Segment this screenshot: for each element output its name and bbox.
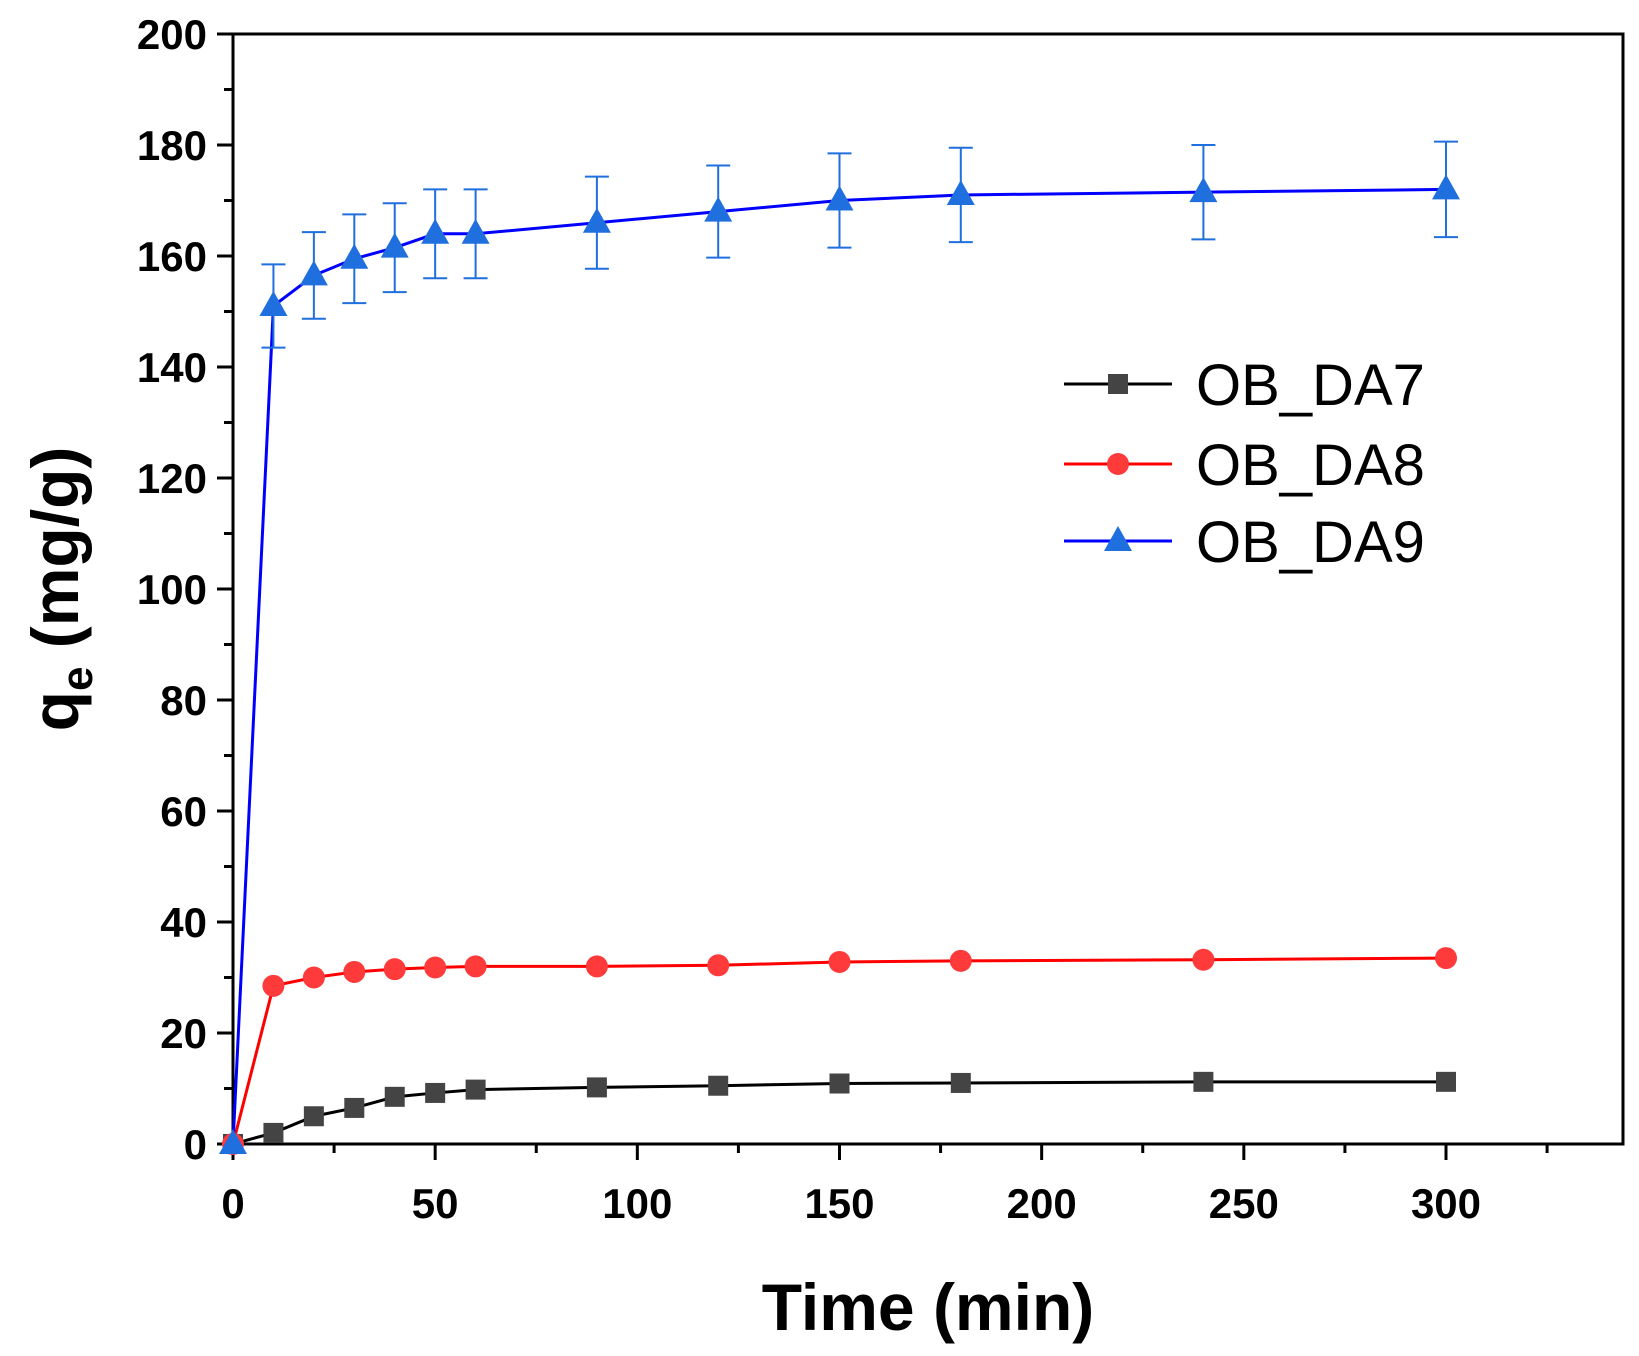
series-OB_DA8 (222, 947, 1457, 1155)
data-point (383, 958, 406, 981)
data-point (465, 1079, 486, 1100)
data-point (946, 179, 975, 205)
data-point (708, 1075, 729, 1096)
legend-item-OB_DA9: OB_DA9 (1064, 510, 1425, 575)
data-point (707, 954, 730, 977)
data-point (302, 966, 325, 989)
y-tick-label: 180 (137, 122, 207, 169)
y-tick-label: 200 (137, 11, 207, 58)
data-point (1192, 948, 1215, 971)
data-point (384, 1086, 405, 1107)
data-point (704, 196, 733, 222)
y-axis-title-sub: e (53, 667, 102, 691)
data-point (949, 949, 972, 972)
legend-item-OB_DA7: OB_DA7 (1064, 353, 1425, 418)
series-layer (219, 140, 1460, 1155)
y-axis-title-main: q (18, 691, 92, 731)
data-point (1193, 1071, 1214, 1092)
y-tick-labels: 0 20 40 60 80 100 120 140 160 180 200 (137, 11, 207, 1168)
x-tick-label: 0 (221, 1180, 244, 1227)
x-tick-label: 300 (1411, 1180, 1481, 1227)
y-tick-label: 160 (137, 233, 207, 280)
data-point (425, 1082, 446, 1103)
x-tick-label: 150 (804, 1180, 874, 1227)
data-point (585, 955, 608, 978)
y-tick-label: 80 (160, 677, 207, 724)
data-point (424, 956, 447, 979)
data-point (950, 1072, 971, 1093)
data-point (829, 1073, 850, 1094)
data-point (421, 218, 450, 244)
data-point (303, 1106, 324, 1127)
legend-label: OB_DA9 (1196, 510, 1425, 575)
x-tick-label: 200 (1007, 1180, 1077, 1227)
y-axis-title: qe (mg/g) (18, 447, 102, 732)
data-point (259, 290, 288, 316)
data-point (1432, 174, 1460, 200)
data-point (380, 232, 409, 258)
legend-label: OB_DA7 (1196, 353, 1425, 418)
data-point (262, 974, 285, 997)
y-tick-label: 120 (137, 455, 207, 502)
data-point (340, 243, 369, 269)
data-point (586, 1077, 607, 1098)
data-point (299, 260, 328, 286)
data-point (263, 1122, 284, 1143)
data-point (343, 960, 366, 983)
data-point (582, 207, 611, 233)
plot-frame (231, 32, 1625, 1146)
axis-ticks (217, 32, 1549, 1160)
data-point (461, 218, 490, 244)
legend-marker (1107, 453, 1129, 475)
data-point (344, 1097, 365, 1118)
y-axis-title-unit: (mg/g) (18, 447, 92, 667)
x-axis-title: Time (min) (762, 1270, 1094, 1344)
series-line (231, 187, 1447, 1145)
legend-label: OB_DA8 (1196, 433, 1425, 498)
legend-item-OB_DA8: OB_DA8 (1064, 433, 1425, 498)
series-OB_DA9 (219, 140, 1460, 1154)
data-point (1435, 947, 1457, 970)
y-tick-label: 140 (137, 344, 207, 391)
y-tick-label: 0 (184, 1121, 207, 1168)
series-line (231, 956, 1447, 1145)
data-point (828, 950, 851, 973)
data-point (825, 185, 854, 211)
data-point (1189, 177, 1218, 203)
y-tick-label: 20 (160, 1010, 207, 1057)
data-point (219, 1129, 247, 1154)
x-tick-label: 50 (412, 1180, 459, 1227)
data-point (464, 955, 487, 978)
y-tick-label: 60 (160, 788, 207, 835)
x-tick-label: 100 (602, 1180, 672, 1227)
x-tick-label: 250 (1209, 1180, 1279, 1227)
x-tick-labels: 0 50 100 150 200 250 300 (221, 1180, 1481, 1227)
legend: OB_DA7 OB_DA8 OB_DA9 (1064, 353, 1425, 575)
y-tick-label: 100 (137, 566, 207, 613)
series-OB_DA7 (223, 1071, 1456, 1154)
legend-marker (1108, 374, 1128, 394)
legend-marker (1104, 526, 1132, 551)
y-tick-label: 40 (160, 899, 207, 946)
data-point (1436, 1071, 1456, 1092)
